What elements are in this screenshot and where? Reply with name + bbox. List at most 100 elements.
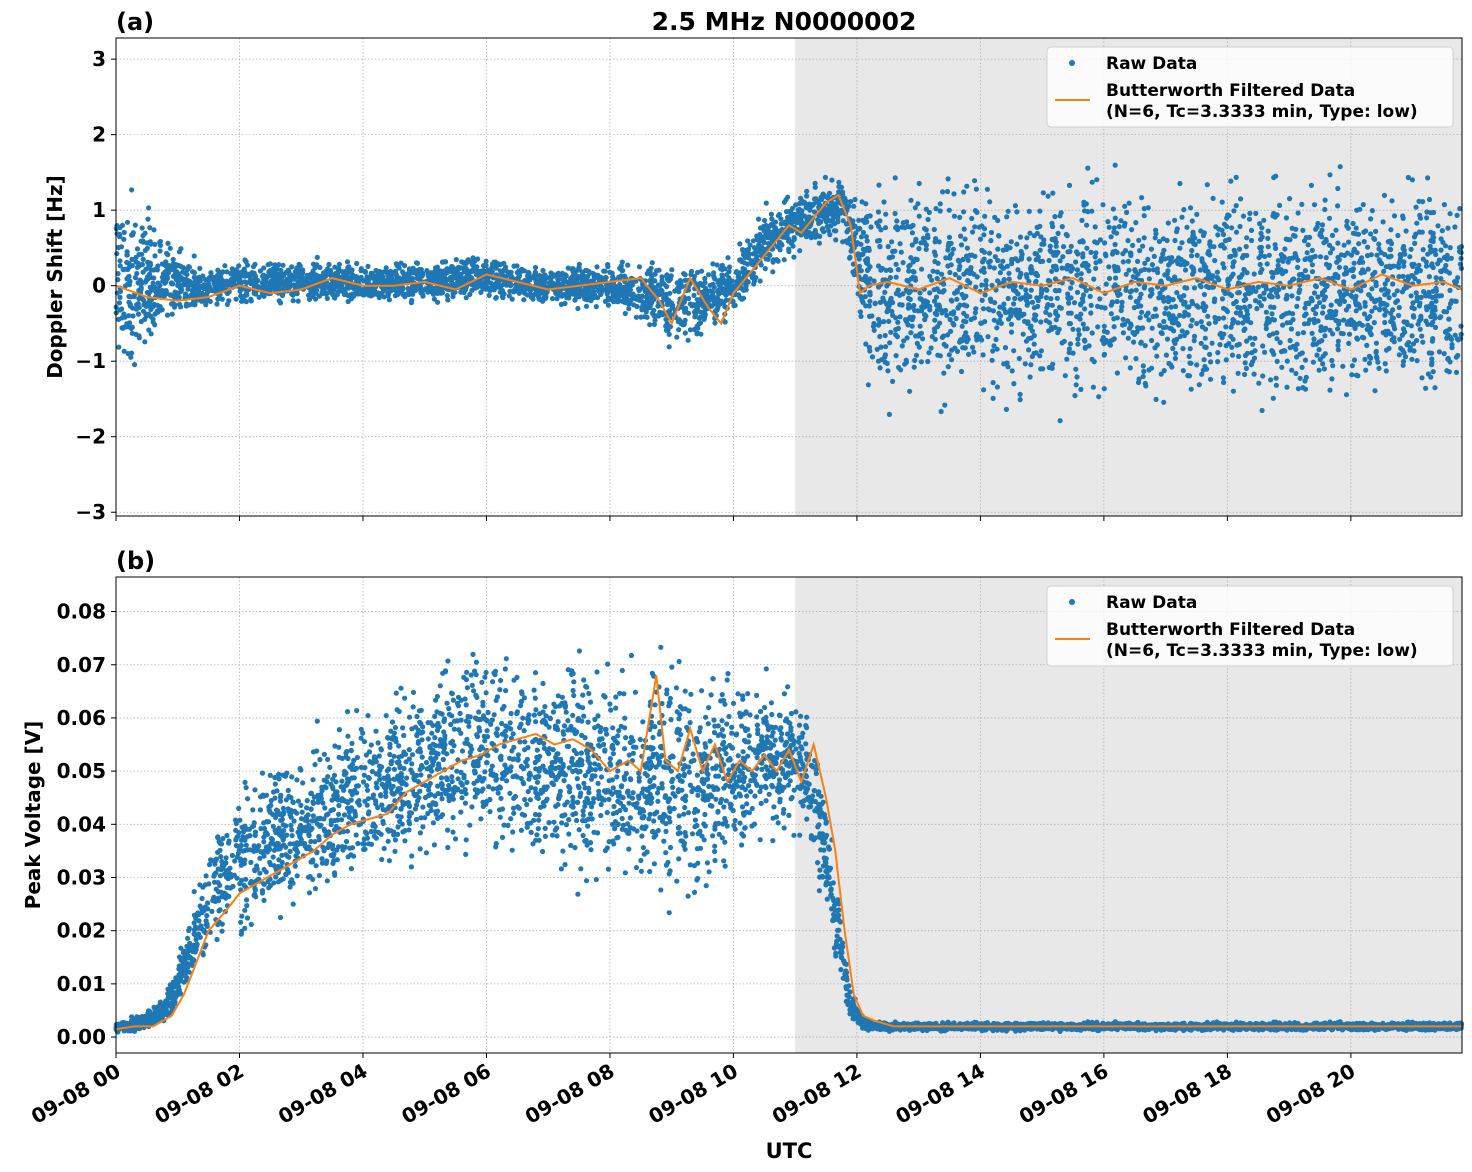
raw-data-point (925, 216, 931, 223)
raw-data-point (977, 334, 983, 340)
raw-data-point (300, 279, 306, 285)
raw-data-point (517, 273, 523, 279)
raw-data-point (663, 327, 670, 333)
raw-data-point (890, 378, 896, 384)
raw-data-point (889, 239, 895, 245)
raw-data-point (1453, 354, 1459, 360)
raw-data-point (1114, 298, 1120, 305)
raw-data-point (186, 264, 192, 270)
raw-data-point (988, 238, 994, 244)
raw-data-point (178, 304, 184, 310)
raw-data-point (944, 188, 951, 195)
raw-data-point (1444, 368, 1450, 374)
raw-data-point (711, 270, 717, 276)
raw-data-point (876, 223, 882, 229)
raw-data-point (1255, 284, 1261, 290)
raw-data-point (995, 246, 1001, 252)
raw-data-point (1068, 310, 1074, 316)
raw-data-point (1265, 235, 1271, 241)
raw-data-point (1140, 363, 1146, 369)
raw-data-point (1365, 322, 1371, 328)
raw-data-point (1396, 352, 1402, 358)
raw-data-point (1353, 293, 1359, 299)
raw-data-point (1416, 318, 1422, 324)
raw-data-point (503, 264, 509, 270)
raw-data-point (1383, 368, 1389, 374)
raw-data-point (1266, 252, 1272, 258)
raw-data-point (1420, 339, 1426, 345)
raw-data-point (414, 260, 421, 266)
raw-data-point (887, 275, 894, 281)
raw-data-point (1237, 223, 1243, 230)
raw-data-point (1023, 272, 1029, 278)
raw-data-point (1283, 215, 1289, 221)
raw-data-point (1061, 338, 1067, 344)
raw-data-point (1429, 360, 1435, 366)
raw-data-point (1120, 259, 1126, 265)
raw-data-point (798, 208, 804, 214)
raw-data-point (1225, 282, 1231, 288)
raw-data-point (682, 277, 688, 283)
raw-data-point (1407, 345, 1413, 351)
raw-data-point (1314, 224, 1320, 230)
raw-data-point (907, 388, 913, 394)
raw-data-point (625, 262, 631, 268)
raw-data-point (1127, 294, 1133, 300)
raw-data-point (1428, 374, 1434, 380)
raw-data-point (761, 224, 767, 231)
raw-data-point (1038, 348, 1044, 354)
raw-data-point (248, 298, 254, 304)
raw-data-point (1247, 210, 1253, 216)
raw-data-point (1349, 363, 1355, 369)
raw-data-point (1124, 209, 1130, 216)
raw-data-point (566, 279, 572, 285)
raw-data-point (804, 193, 810, 199)
raw-data-point (1020, 331, 1026, 337)
raw-data-point (144, 245, 150, 251)
raw-data-point (455, 266, 461, 272)
raw-data-point (1093, 265, 1099, 271)
raw-data-point (1194, 211, 1200, 217)
raw-data-point (1082, 208, 1088, 214)
raw-data-point (1300, 385, 1306, 391)
raw-data-point (1133, 356, 1139, 362)
raw-data-point (986, 250, 993, 256)
raw-data-point (1386, 295, 1392, 301)
raw-data-point (881, 199, 887, 205)
raw-data-point (877, 365, 883, 371)
raw-data-point (453, 257, 459, 263)
raw-data-point (1405, 174, 1411, 181)
raw-data-point (1308, 182, 1314, 188)
raw-data-point (745, 261, 751, 267)
raw-data-point (908, 330, 914, 336)
raw-data-point (1270, 274, 1276, 280)
raw-data-point (1396, 274, 1402, 280)
raw-data-point (1293, 370, 1299, 377)
raw-data-point (788, 215, 794, 221)
raw-data-point (1186, 373, 1193, 379)
raw-data-point (763, 234, 770, 240)
raw-data-point (661, 281, 667, 287)
raw-data-point (1382, 319, 1388, 326)
raw-data-point (436, 271, 442, 277)
raw-data-point (486, 292, 492, 298)
raw-data-point (833, 237, 839, 243)
raw-data-point (1088, 310, 1094, 316)
raw-data-point (1110, 206, 1116, 212)
raw-data-point (798, 195, 804, 201)
raw-data-point (1074, 374, 1080, 380)
raw-data-point (138, 238, 144, 244)
raw-data-point (874, 346, 880, 352)
raw-data-point (824, 223, 830, 230)
raw-data-point (633, 314, 640, 320)
raw-data-point (1264, 261, 1270, 267)
raw-data-point (1453, 369, 1460, 375)
raw-data-point (910, 314, 916, 320)
raw-data-point (1221, 379, 1227, 386)
raw-data-point (1085, 165, 1091, 171)
raw-data-point (1120, 316, 1126, 322)
raw-data-point (164, 312, 171, 318)
raw-data-point (879, 357, 885, 363)
raw-data-point (913, 236, 919, 242)
raw-data-point (918, 330, 925, 336)
